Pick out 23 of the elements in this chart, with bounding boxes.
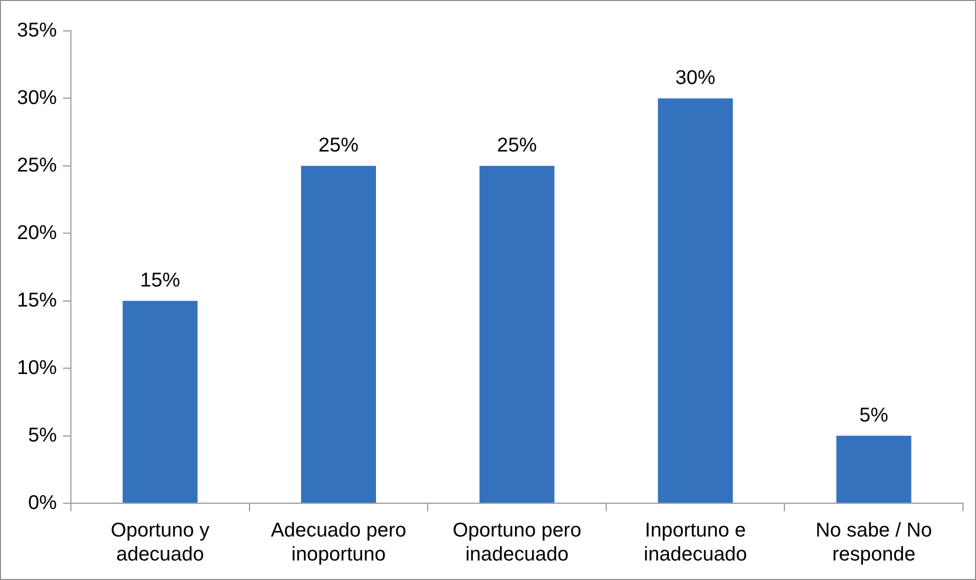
data-label: 15% <box>140 269 180 292</box>
x-tick-label: Adecuado pero inoportuno <box>270 520 406 566</box>
bar <box>122 300 198 503</box>
data-label: 25% <box>318 134 359 156</box>
x-tick-label: Oportuno pero inadecuado <box>452 520 582 566</box>
bar <box>479 166 554 503</box>
x-tick-label: Inportuno e inadecuado <box>644 520 747 566</box>
y-tick-label: 10% <box>16 356 58 379</box>
y-tick-label: 5% <box>28 424 58 446</box>
y-tick-label: 20% <box>16 222 58 244</box>
bar <box>836 436 912 503</box>
y-tick-label: 0% <box>28 492 58 514</box>
y-tick-label: 35% <box>16 19 58 42</box>
bar <box>301 166 376 503</box>
data-label: 25% <box>496 134 538 156</box>
y-tick-label: 15% <box>16 289 58 312</box>
y-tick-label: 30% <box>16 86 58 109</box>
x-tick-label: Oportuno y adecuado <box>110 520 210 566</box>
x-tick-label: No sabe / No responde <box>816 520 932 566</box>
data-label: 5% <box>859 404 888 426</box>
y-tick-label: 25% <box>16 154 58 176</box>
bar <box>658 98 733 503</box>
data-label: 30% <box>675 66 716 89</box>
